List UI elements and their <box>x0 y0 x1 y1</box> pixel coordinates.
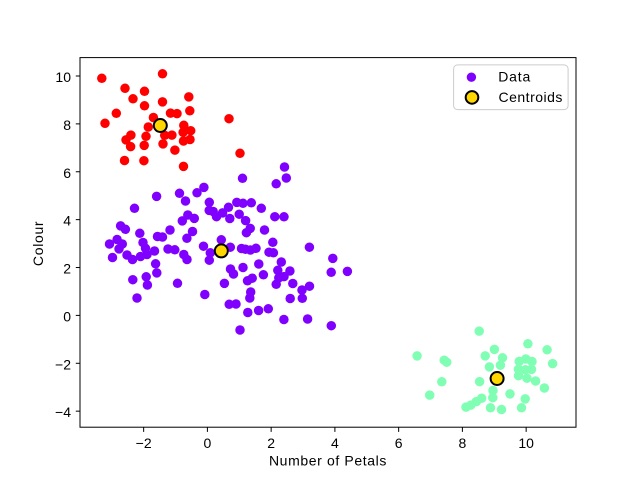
svg-text:4: 4 <box>331 435 339 451</box>
svg-text:Number of Petals: Number of Petals <box>269 452 387 468</box>
svg-text:0: 0 <box>204 435 212 451</box>
svg-text:8: 8 <box>459 435 467 451</box>
svg-text:0: 0 <box>63 308 71 324</box>
svg-text:6: 6 <box>63 165 71 181</box>
svg-text:Data: Data <box>498 69 531 85</box>
svg-text:4: 4 <box>63 213 71 229</box>
svg-text:−4: −4 <box>55 404 71 420</box>
svg-text:Colour: Colour <box>30 221 46 266</box>
svg-text:2: 2 <box>267 435 275 451</box>
svg-text:10: 10 <box>518 435 534 451</box>
svg-text:10: 10 <box>55 69 71 85</box>
svg-text:Centroids: Centroids <box>499 89 563 105</box>
svg-text:2: 2 <box>63 261 71 277</box>
svg-text:6: 6 <box>395 435 403 451</box>
svg-text:−2: −2 <box>55 356 71 372</box>
svg-text:8: 8 <box>63 117 71 133</box>
svg-text:−2: −2 <box>136 435 152 451</box>
